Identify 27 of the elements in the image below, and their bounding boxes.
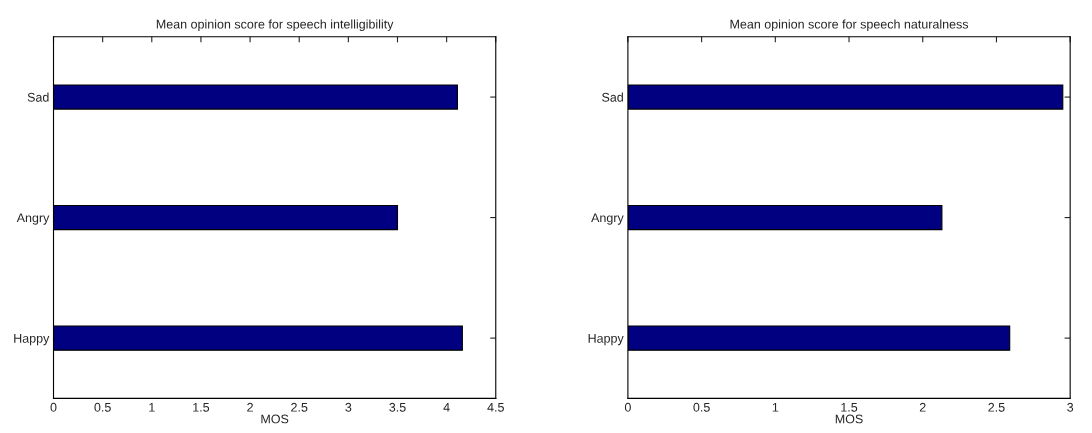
x-tick-label: 3.5 xyxy=(389,402,406,412)
x-tick-label: 2 xyxy=(919,402,926,412)
y-tick-label: Angry xyxy=(591,213,624,225)
x-axis-title: MOS xyxy=(261,414,289,424)
x-tick-label: 2.5 xyxy=(988,402,1005,412)
y-tick-label: Happy xyxy=(14,334,50,346)
chart-title: Mean opinion score for speech naturalness xyxy=(730,19,969,32)
x-tick-label: 4.5 xyxy=(487,402,504,412)
y-tick-label: Sad xyxy=(27,92,49,102)
x-tick-label: 1.5 xyxy=(193,402,210,412)
chart-title: Mean opinion score for speech intelligibility xyxy=(156,19,394,32)
x-tick-label: 0.5 xyxy=(94,402,111,412)
x-tick-label: 2.5 xyxy=(291,402,308,412)
x-tick-label: 0.5 xyxy=(693,402,710,412)
x-tick-label: 0 xyxy=(50,402,57,412)
y-tick-label: Happy xyxy=(588,334,624,346)
x-tick-label: 1 xyxy=(772,402,779,412)
x-tick-label: 1.5 xyxy=(841,402,858,412)
x-tick-label: 4 xyxy=(443,402,450,412)
x-tick-label: 0 xyxy=(624,402,631,412)
y-tick-label: Angry xyxy=(16,213,50,225)
y-tick-label: Sad xyxy=(602,92,623,102)
x-tick-label: 2 xyxy=(247,402,253,412)
x-tick-label: 3 xyxy=(1067,402,1074,412)
x-tick-label: 3 xyxy=(345,402,352,412)
x-tick-label: 1 xyxy=(149,402,155,412)
x-axis-title: MOS xyxy=(835,414,863,424)
